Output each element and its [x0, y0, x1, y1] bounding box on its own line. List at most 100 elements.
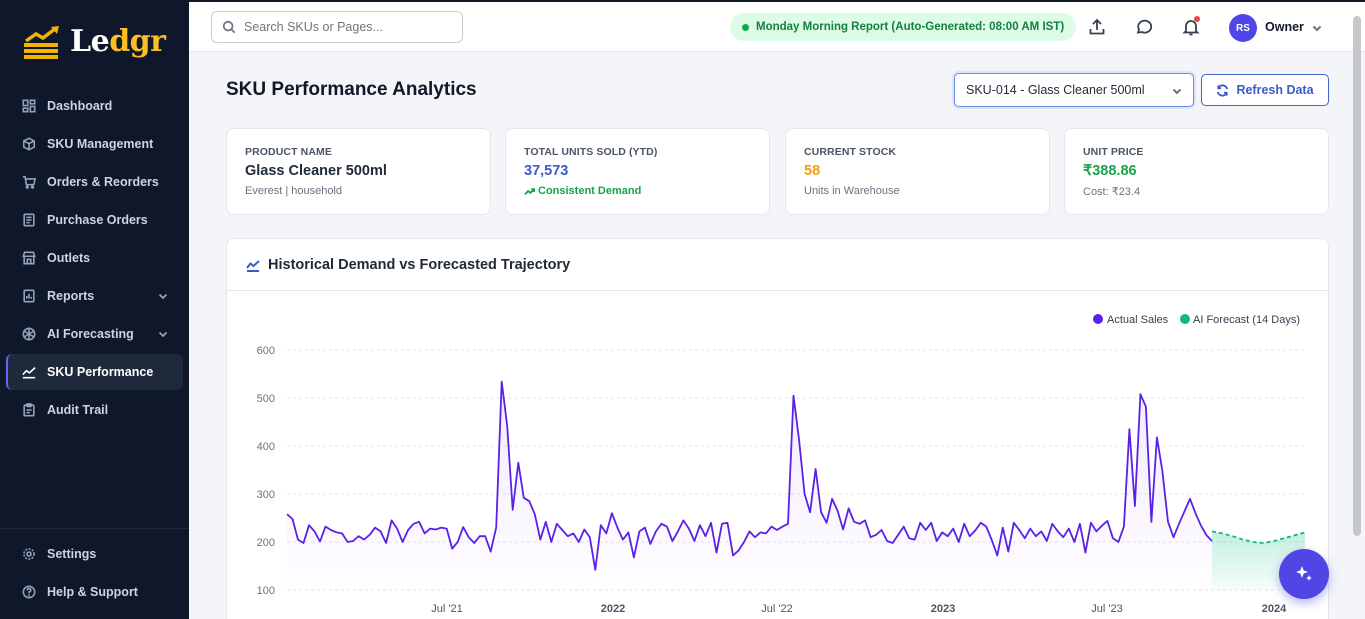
sidebar-item-reports[interactable]: Reports: [6, 278, 183, 314]
page-scrollbar[interactable]: [1353, 16, 1361, 536]
x-tick-label: Jul '22: [761, 603, 792, 615]
legend-dot-actual: [1093, 314, 1103, 324]
sidebar-item-sku-management[interactable]: SKU Management: [6, 126, 183, 162]
demand-trend: Consistent Demand: [524, 185, 751, 197]
page-title: SKU Performance Analytics: [226, 79, 477, 100]
y-axis-ticks: 100 200 300 400 500 600: [257, 345, 275, 597]
unit-cost: Cost: ₹23.4: [1083, 186, 1141, 198]
brand-name: Ledgr: [70, 24, 166, 59]
refresh-label: Refresh Data: [1236, 83, 1314, 97]
search-box[interactable]: [211, 11, 463, 43]
brain-icon: [22, 327, 36, 341]
notification-badge: [1194, 16, 1200, 22]
brand-logo[interactable]: Ledgr: [24, 24, 166, 59]
x-tick-label: Jul '23: [1091, 603, 1122, 615]
product-name-card: PRODUCT NAME Glass Cleaner 500ml Everest…: [226, 128, 491, 215]
sidebar-item-help-support[interactable]: Help & Support: [6, 574, 183, 610]
y-tick-label: 500: [257, 393, 275, 405]
sku-select-dropdown[interactable]: SKU-014 - Glass Cleaner 500ml: [954, 73, 1194, 107]
product-brand-category: Everest | household: [245, 185, 343, 197]
sidebar-item-sku-performance[interactable]: SKU Performance: [6, 354, 183, 390]
chevron-down-icon[interactable]: [1311, 22, 1323, 34]
legend-label-actual: Actual Sales: [1107, 314, 1169, 326]
sidebar-item-label: Outlets: [47, 251, 91, 265]
sku-select-value: SKU-014 - Glass Cleaner 500ml: [966, 83, 1145, 97]
sidebar-item-label: SKU Performance: [47, 365, 154, 379]
sidebar-item-outlets[interactable]: Outlets: [6, 240, 183, 276]
y-tick-label: 100: [257, 585, 275, 597]
clipboard-icon: [23, 403, 35, 417]
refresh-data-button[interactable]: Refresh Data: [1201, 74, 1329, 106]
actual-sales-area: [287, 381, 1212, 590]
bell-icon: [1182, 20, 1200, 36]
chevron-down-icon: [158, 293, 168, 300]
chart-logo-icon: [24, 25, 59, 59]
sidebar-item-label: Help & Support: [47, 585, 138, 599]
topbar: Monday Morning Report (Auto-Generated: 0…: [189, 0, 1365, 52]
current-stock-card: CURRENT STOCK 58 Units in Warehouse: [785, 128, 1050, 215]
y-tick-label: 300: [257, 489, 275, 501]
x-tick-label: Jul '21: [431, 603, 462, 615]
sidebar-item-label: Orders & Reorders: [47, 175, 159, 189]
upload-icon: [1089, 18, 1105, 35]
messages-button[interactable]: [1135, 18, 1153, 36]
notifications-button[interactable]: [1182, 16, 1200, 36]
sidebar-item-ai-forecasting[interactable]: AI Forecasting: [6, 316, 183, 352]
sparkle-icon: [1296, 566, 1312, 581]
legend-dot-forecast: [1180, 314, 1190, 324]
card-label: PRODUCT NAME: [245, 146, 332, 158]
chart-legend: Actual Sales AI Forecast (14 Days): [1093, 314, 1300, 326]
trend-line-icon: [22, 367, 36, 379]
card-label: CURRENT STOCK: [804, 146, 897, 158]
chart-header: Historical Demand vs Forecasted Trajecto…: [227, 239, 1328, 291]
sidebar-bottom-nav: Settings Help & Support: [6, 536, 183, 612]
package-icon: [22, 137, 36, 151]
help-circle-icon: [22, 585, 36, 599]
status-dot: [742, 23, 749, 31]
sidebar-divider: [0, 528, 189, 529]
legend-label-forecast: AI Forecast (14 Days): [1193, 314, 1300, 326]
trend-up-icon: [524, 187, 535, 195]
y-tick-label: 400: [257, 441, 275, 453]
ai-assistant-button[interactable]: [1279, 549, 1329, 599]
current-stock-value: 58: [804, 163, 821, 179]
report-icon: [23, 289, 35, 303]
sidebar-item-dashboard[interactable]: Dashboard: [6, 88, 183, 124]
demand-chart-card: Historical Demand vs Forecasted Trajecto…: [226, 238, 1329, 619]
search-icon: [222, 20, 236, 34]
total-units-card: TOTAL UNITS SOLD (YTD) 37,573 Consistent…: [505, 128, 770, 215]
x-tick-label: 2024: [1262, 603, 1287, 615]
demand-trend-text: Consistent Demand: [538, 185, 642, 197]
chevron-down-icon: [1172, 88, 1182, 95]
stock-location: Units in Warehouse: [804, 185, 900, 197]
sidebar: Ledgr Dashboard SKU Management Orders & …: [0, 0, 189, 619]
sidebar-item-label: Dashboard: [47, 99, 113, 113]
sidebar-item-purchase-orders[interactable]: Purchase Orders: [6, 202, 183, 238]
user-name[interactable]: Owner: [1265, 20, 1304, 34]
sidebar-item-settings[interactable]: Settings: [6, 536, 183, 572]
y-tick-label: 600: [257, 345, 275, 357]
search-input[interactable]: [244, 20, 444, 34]
report-status-pill[interactable]: Monday Morning Report (Auto-Generated: 0…: [730, 13, 1077, 41]
chevron-down-icon: [158, 331, 168, 338]
card-label: UNIT PRICE: [1083, 146, 1144, 158]
sidebar-item-orders-reorders[interactable]: Orders & Reorders: [6, 164, 183, 200]
sidebar-item-label: Reports: [47, 289, 95, 303]
dashboard-icon: [22, 99, 36, 113]
upload-button[interactable]: [1088, 18, 1106, 36]
sidebar-item-label: AI Forecasting: [47, 327, 134, 341]
chat-bubble-icon: [1136, 19, 1153, 34]
refresh-icon: [1217, 83, 1229, 97]
sidebar-item-label: SKU Management: [47, 137, 154, 151]
total-units-value: 37,573: [524, 163, 569, 179]
cart-icon: [22, 175, 36, 189]
card-label: TOTAL UNITS SOLD (YTD): [524, 146, 658, 158]
sidebar-item-label: Settings: [47, 547, 97, 561]
demand-line-chart[interactable]: 100 200 300 400 500 600 Jul '21 2022 Jul '22 202…: [227, 292, 1330, 619]
avatar[interactable]: RS: [1229, 14, 1257, 42]
sidebar-item-audit-trail[interactable]: Audit Trail: [6, 392, 183, 428]
store-icon: [22, 251, 36, 265]
product-name-value: Glass Cleaner 500ml: [245, 163, 387, 179]
area-chart-icon: [246, 259, 260, 272]
series-line-ai-forecast: [1211, 530, 1306, 544]
